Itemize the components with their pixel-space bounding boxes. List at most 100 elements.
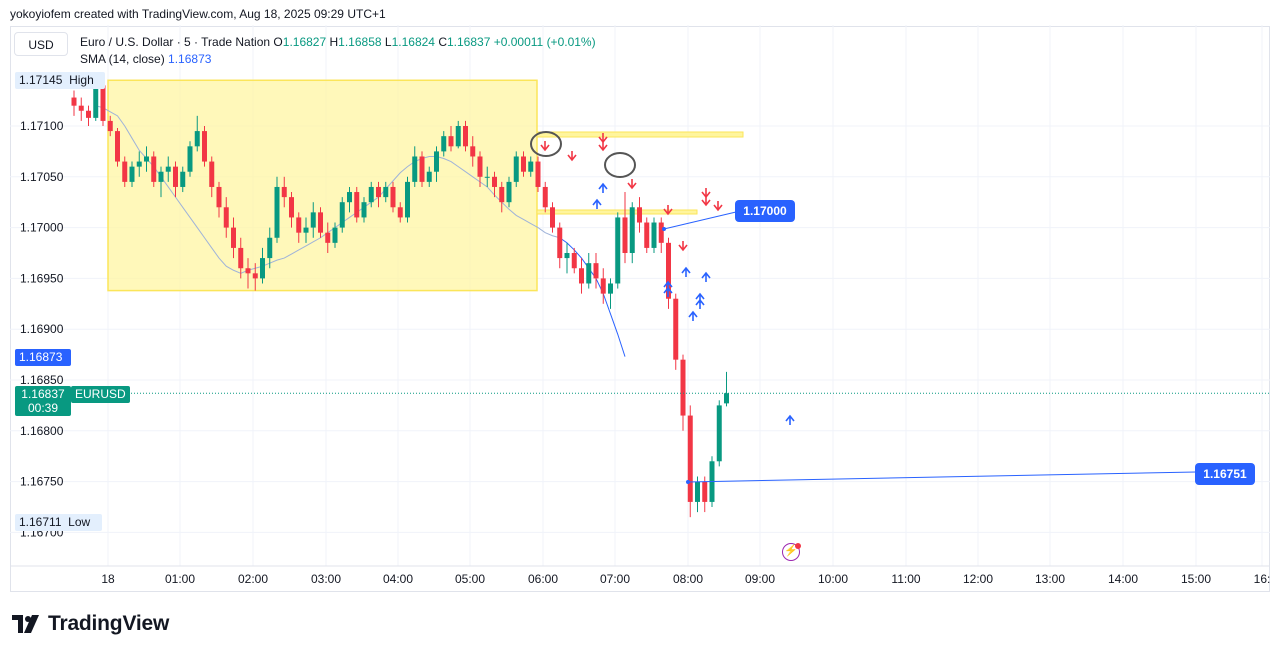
last-price-tag: 1.16837 00:39 [15,386,71,416]
candle-body [571,253,577,269]
candle-body [296,217,302,233]
candle-body [528,161,534,172]
candle-body [231,227,236,248]
candle-body [71,97,77,106]
buy-arrow-icon [592,198,602,209]
candle-body [586,263,592,284]
candle-body [122,161,128,182]
time-tick-label: 09:00 [745,572,775,586]
level-lines [110,211,1270,484]
candle [600,268,606,304]
candle [303,217,309,243]
currency-button[interactable]: USD [14,32,68,56]
candle-body [245,268,251,274]
candle-body [289,197,294,218]
price-tick-label: 1.16800 [20,424,64,438]
level-line-1 [663,211,737,230]
sell-arrow-icon [598,141,608,152]
tradingview-logo[interactable]: TradingView [12,612,169,636]
sma-price-tag: 1.16873 [15,349,71,366]
candle [666,237,671,309]
candle-body [557,227,563,259]
alert-lightning-icon[interactable]: ⚡ [782,543,800,561]
candle [260,247,265,284]
candle-body [535,161,541,187]
candle-body [426,171,432,182]
candle-body [238,247,244,269]
high-value: 1.16858 [338,35,382,49]
candle [173,161,178,198]
level-line-1-anchor [662,227,666,231]
candle-body [513,156,519,182]
candle [339,197,345,233]
candle [216,181,222,218]
time-tick-label: 08:00 [673,572,703,586]
candle [419,151,425,187]
candle-body [303,227,309,233]
time-tick-label: 16: [1254,572,1271,586]
low-value: 1.16824 [391,35,435,49]
candle [716,400,722,467]
price-tick-label: 1.16750 [20,475,64,489]
sma-line-recent [559,237,626,357]
candle [687,405,693,518]
candle-body [673,298,679,360]
candle-body [354,192,360,218]
candle [499,181,505,213]
level-label-1[interactable]: 1.17000 [735,200,795,222]
sma-legend: SMA (14, close) 1.16873 [80,52,211,66]
time-tick-label: 12:00 [963,572,993,586]
candle [658,217,664,253]
close-value: 1.16837 [447,35,491,49]
candle [492,171,497,198]
candle-body [180,171,186,187]
candle [586,253,592,289]
candle [455,120,461,149]
candle [354,186,360,223]
candle [426,166,432,187]
candle [267,227,273,269]
candle-body [615,217,621,284]
zone-rect [107,79,538,292]
candle [695,476,700,513]
candle-body [499,186,505,203]
open-value: 1.16827 [282,35,327,49]
candle [557,222,563,269]
candle-body [325,232,331,243]
candle [245,258,251,289]
candle [644,217,650,253]
candle-body [173,166,178,187]
candle [289,192,294,228]
candle [629,202,635,264]
candle [383,181,389,203]
sell-arrow-icon [567,151,577,162]
candle-body [144,156,149,162]
candle [579,258,584,294]
candle [550,202,555,233]
candle [325,222,331,253]
chart-credit: yokoyiofem created with TradingView.com,… [10,7,386,21]
candle-body [202,131,207,162]
candle [535,156,541,193]
candle [165,156,171,182]
candle [724,371,729,407]
candle [187,141,193,177]
sell-arrow-icon [678,241,688,252]
price-tick-label: 1.16950 [20,271,64,285]
level-label-2[interactable]: 1.16751 [1195,463,1255,485]
candle [71,90,77,116]
candle [564,242,570,274]
candle [506,176,512,208]
time-tick-label: 07:00 [600,572,630,586]
candle-body [550,207,555,228]
sell-arrow-icon [663,205,673,216]
candle [484,166,490,187]
buy-arrow-icon [701,271,711,282]
candle [615,212,621,289]
candle [274,176,280,243]
price-tick-label: 1.16900 [20,322,64,336]
candle [593,253,599,289]
candle [158,166,164,198]
candle-body [158,171,164,182]
